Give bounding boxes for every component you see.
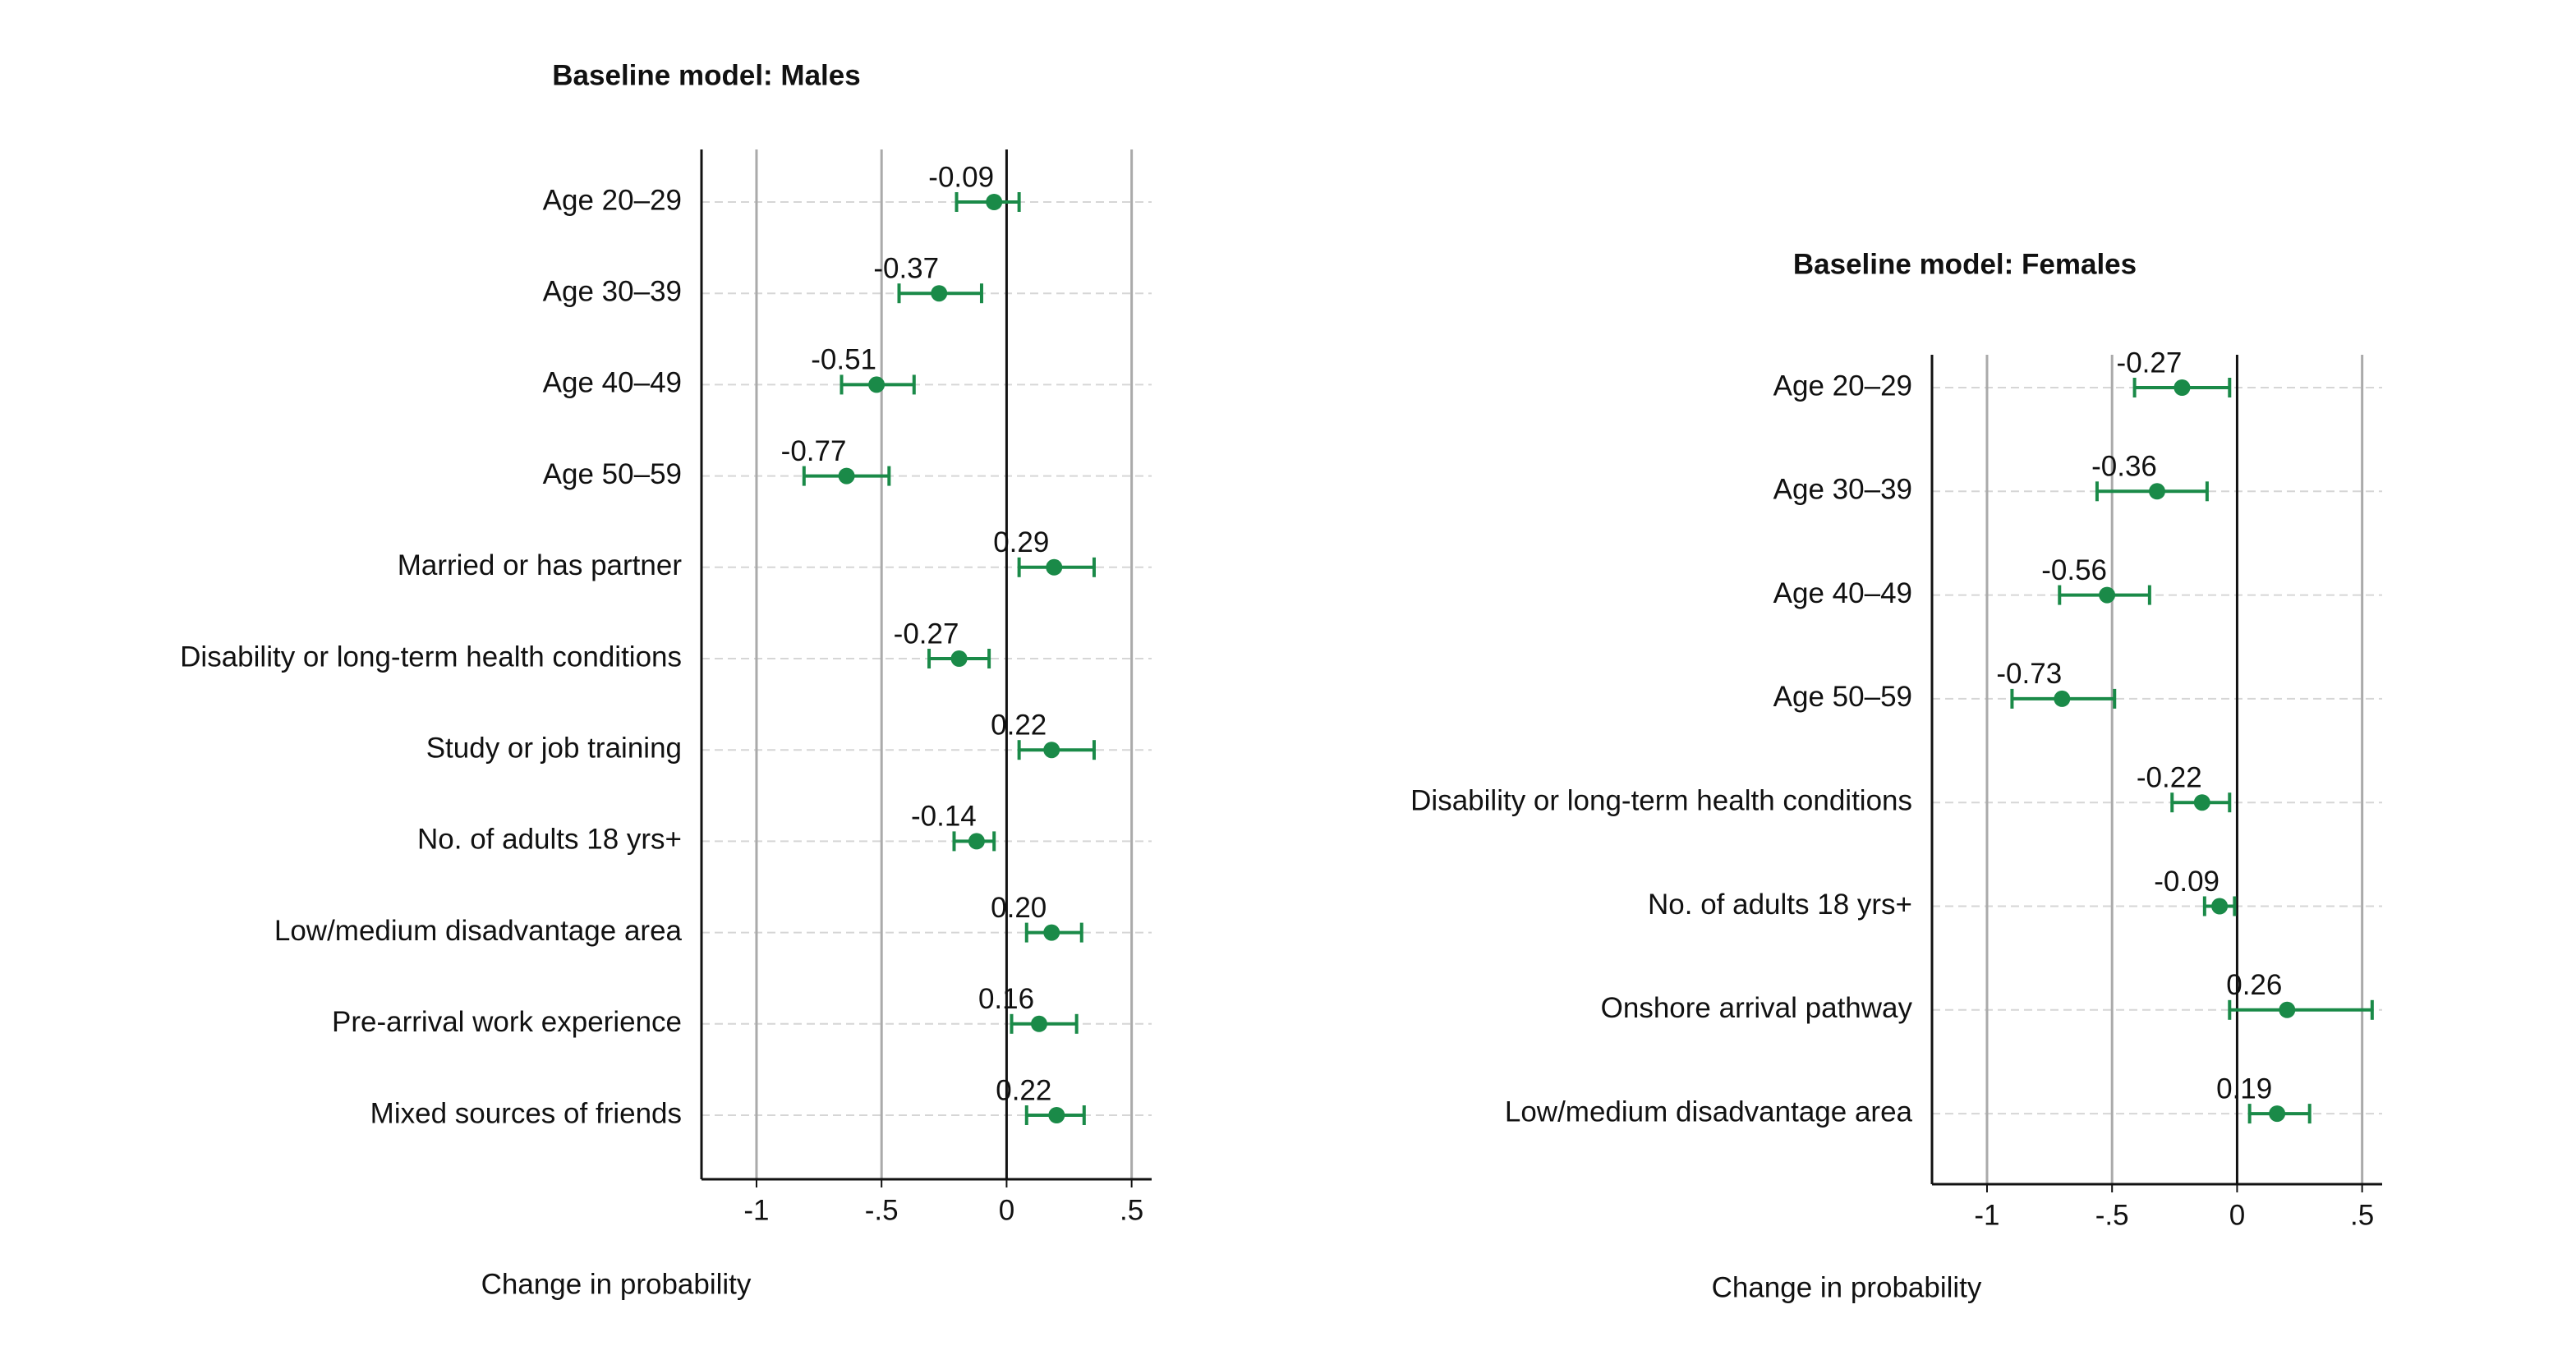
point	[1046, 558, 1063, 576]
point-annotation: -0.27	[894, 618, 959, 650]
x-tick-label: -.5	[865, 1194, 899, 1226]
point	[2149, 483, 2165, 500]
y-tick-label: Age 50–59	[543, 458, 682, 490]
x-tick-label: 0	[2229, 1199, 2245, 1231]
point	[2054, 690, 2071, 707]
y-tick-label: Age 40–49	[543, 367, 682, 399]
point	[1031, 1015, 1047, 1032]
y-tick-label: Age 50–59	[1773, 681, 1912, 713]
y-tick-label: Pre-arrival work experience	[332, 1006, 682, 1038]
y-tick-label: Disability or long-term health condition…	[1410, 784, 1912, 816]
point-annotation: 0.29	[993, 526, 1049, 558]
y-tick-label: Onshore arrival pathway	[1601, 992, 1913, 1024]
y-tick-label: Low/medium disadvantage area	[1505, 1095, 1913, 1128]
x-tick-label: -.5	[2095, 1199, 2129, 1231]
y-tick-label: No. of adults 18 yrs+	[417, 824, 682, 856]
point-annotation: -0.09	[928, 161, 994, 193]
point-annotation: -0.27	[2117, 347, 2183, 379]
point	[2099, 586, 2116, 604]
x-tick-label: .5	[2350, 1199, 2374, 1231]
y-tick-label: Disability or long-term health condition…	[180, 641, 682, 673]
point-annotation: -0.22	[2137, 761, 2202, 793]
point-annotation: 0.22	[996, 1074, 1051, 1106]
point-annotation: -0.36	[2091, 451, 2157, 483]
point-annotation: -0.56	[2041, 554, 2107, 586]
point-annotation: -0.77	[781, 435, 847, 467]
point	[868, 376, 886, 393]
point-annotation: 0.20	[991, 892, 1046, 924]
y-tick-label: Mixed sources of friends	[370, 1097, 682, 1129]
point	[1048, 1107, 1065, 1123]
point-annotation: -0.14	[911, 801, 977, 833]
point-annotation: 0.22	[991, 709, 1046, 741]
point	[2279, 1001, 2296, 1018]
point	[2174, 379, 2191, 396]
point	[1043, 742, 1060, 759]
point	[2211, 898, 2229, 915]
y-tick-label: Low/medium disadvantage area	[274, 915, 683, 947]
y-tick-label: Age 30–39	[1773, 474, 1912, 506]
point-annotation: 0.19	[2216, 1073, 2272, 1105]
point	[986, 194, 1003, 210]
point-annotation: -0.51	[811, 344, 876, 376]
x-tick-label: -1	[1974, 1199, 1999, 1231]
point	[950, 650, 968, 667]
point	[968, 833, 985, 850]
y-tick-label: Age 20–29	[543, 184, 682, 216]
x-tick-label: -1	[743, 1194, 769, 1226]
y-tick-label: Study or job training	[426, 732, 682, 764]
point	[2269, 1105, 2286, 1123]
x-axis-label: Change in probability	[481, 1268, 752, 1300]
x-tick-label: .5	[1120, 1194, 1143, 1226]
y-tick-label: Age 30–39	[543, 275, 682, 307]
y-tick-label: Married or has partner	[398, 549, 683, 581]
point-annotation: 0.16	[978, 983, 1034, 1015]
x-tick-label: 0	[999, 1194, 1014, 1226]
x-axis-label: Change in probability	[1712, 1271, 1982, 1303]
point	[1043, 924, 1060, 941]
y-tick-label: No. of adults 18 yrs+	[1648, 889, 1912, 921]
chart-title: Baseline model: Males	[552, 59, 860, 91]
chart-title: Baseline model: Females	[1793, 248, 2137, 280]
y-tick-label: Age 40–49	[1773, 577, 1912, 609]
point-annotation: -0.73	[1996, 658, 2062, 690]
point-annotation: -0.37	[873, 252, 939, 284]
point	[838, 467, 855, 485]
point-annotation: 0.26	[2226, 969, 2282, 1001]
point-annotation: -0.09	[2154, 866, 2220, 898]
y-tick-label: Age 20–29	[1773, 370, 1912, 402]
point	[2193, 794, 2210, 811]
point	[931, 285, 948, 302]
